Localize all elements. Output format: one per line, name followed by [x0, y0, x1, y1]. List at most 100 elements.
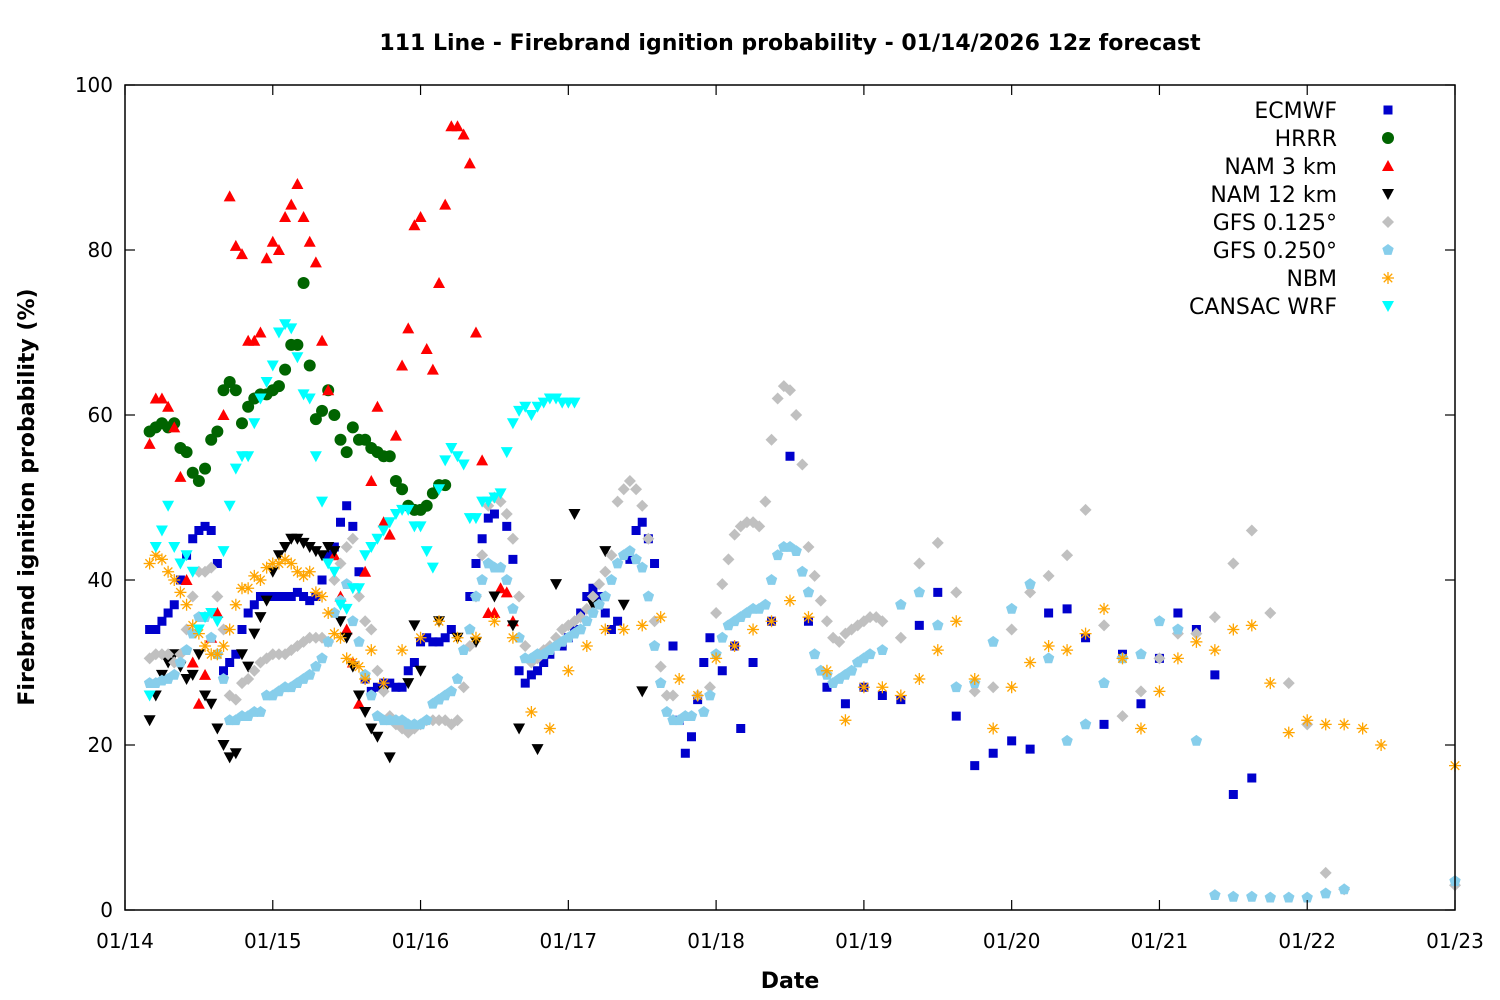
data-point [303, 359, 316, 372]
data-point [710, 652, 723, 665]
data-point [469, 513, 482, 525]
data-point [526, 670, 536, 680]
data-point [223, 376, 236, 388]
data-point [895, 598, 907, 610]
data-point [292, 587, 302, 597]
data-point [248, 664, 261, 677]
data-point [297, 277, 310, 289]
data-point [205, 608, 218, 619]
data-point [1005, 681, 1018, 694]
data-point [309, 413, 322, 426]
data-point [1153, 615, 1166, 627]
data-point [304, 668, 316, 680]
data-point [648, 640, 661, 651]
data-point [155, 648, 168, 661]
x-axis: 01/14 01/15 01/16 01/17 01/18 01/19 01/20 01/21… [96, 85, 1484, 953]
data-point [249, 600, 259, 610]
data-point [420, 546, 433, 558]
data-point [970, 761, 980, 771]
data-point [1208, 644, 1221, 657]
data-point [235, 649, 248, 661]
data-point [771, 392, 784, 405]
data-point [346, 532, 359, 545]
data-point [488, 615, 501, 628]
data-point [316, 334, 329, 346]
data-point [143, 437, 156, 449]
data-point [476, 549, 489, 562]
data-point [365, 644, 378, 657]
data-point [636, 619, 649, 632]
data-point [151, 625, 161, 634]
series-nam-12-km [143, 509, 649, 764]
data-point [217, 409, 230, 420]
legend-label: NBM [1286, 267, 1337, 292]
data-point [501, 574, 513, 585]
data-point [613, 616, 623, 626]
data-point [728, 640, 741, 652]
data-point [421, 714, 433, 726]
data-point [396, 644, 409, 657]
data-point [968, 685, 981, 698]
y-tick-label: 100 [75, 73, 113, 97]
data-point [506, 418, 519, 430]
x-tick-label: 01/14 [96, 929, 154, 953]
data-point [686, 732, 696, 742]
data-point [322, 607, 335, 619]
data-point [162, 648, 175, 661]
data-point [1320, 887, 1332, 899]
data-point [286, 592, 296, 601]
data-point [580, 640, 593, 652]
data-point [402, 322, 415, 334]
data-point [1356, 722, 1369, 735]
data-point [765, 574, 778, 585]
data-point [636, 686, 649, 698]
data-point [802, 541, 815, 553]
data-point [1098, 677, 1110, 688]
data-point [279, 319, 292, 331]
data-point [502, 521, 512, 531]
data-point [489, 509, 499, 519]
data-point [359, 615, 372, 628]
data-point [1172, 623, 1184, 635]
data-point [434, 637, 444, 647]
data-point [1171, 652, 1184, 665]
data-point [864, 611, 877, 624]
data-point [488, 607, 501, 618]
data-point [593, 578, 606, 591]
data-point [617, 483, 630, 496]
data-point [1116, 652, 1129, 665]
data-point [348, 521, 358, 531]
data-point [1210, 670, 1220, 680]
data-point [305, 596, 315, 606]
data-point [186, 669, 199, 681]
data-point [1247, 773, 1257, 783]
data-point [336, 517, 346, 527]
data-point [606, 625, 616, 634]
data-point [513, 590, 526, 603]
plot-frame [124, 84, 1456, 911]
data-point [180, 574, 193, 585]
data-point [211, 590, 224, 603]
data-point [420, 343, 433, 354]
data-point [913, 586, 925, 598]
data-point [433, 615, 446, 628]
data-point [451, 120, 464, 132]
data-point [359, 707, 372, 718]
data-point [599, 546, 612, 558]
data-point [765, 433, 778, 446]
data-point [317, 575, 327, 585]
data-point [1375, 739, 1388, 751]
series-gfs-0-250 [143, 541, 1461, 903]
data-point [1005, 623, 1018, 636]
data-point [188, 534, 198, 544]
data-point [340, 603, 353, 615]
data-point [414, 665, 427, 677]
legend-item: NAM 12 km [1210, 183, 1394, 208]
data-point [169, 600, 179, 610]
x-tick-label: 01/19 [835, 929, 893, 953]
data-point [309, 256, 322, 268]
data-point [704, 689, 716, 701]
data-point [229, 748, 242, 760]
data-point [1134, 722, 1147, 735]
